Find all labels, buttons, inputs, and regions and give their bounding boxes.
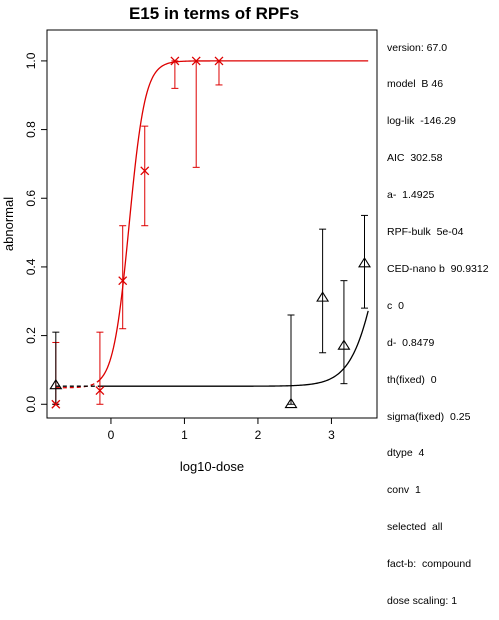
data-point-triangle bbox=[49, 378, 63, 390]
fitted-curves bbox=[55, 60, 369, 389]
data-point-x bbox=[170, 56, 180, 66]
data-point-triangle bbox=[358, 256, 371, 268]
fit-curve-extrapolated bbox=[55, 379, 100, 389]
x-marker-stroke bbox=[118, 276, 128, 286]
x-marker-stroke bbox=[170, 56, 180, 66]
info-log-lik: log-lik -146.29 bbox=[387, 115, 456, 128]
y-tick-label: 0.2 bbox=[24, 327, 38, 344]
x-marker-stroke bbox=[214, 56, 224, 66]
chart-title: E15 in terms of RPFs bbox=[129, 4, 299, 23]
data-point-x bbox=[191, 56, 201, 66]
y-tick-label: 0.8 bbox=[24, 121, 38, 138]
data-point-x bbox=[214, 56, 224, 66]
x-marker-stroke bbox=[191, 56, 201, 66]
fit-curve bbox=[97, 310, 369, 387]
info-dtype: dtype 4 bbox=[387, 447, 425, 460]
y-tick-label: 0.6 bbox=[24, 190, 38, 207]
x-marker-stroke bbox=[140, 166, 150, 176]
info-dose-scaling: dose scaling: 1 bbox=[387, 594, 458, 607]
model-info-panel: version: 67.0 model B 46 log-lik -146.29… bbox=[387, 17, 499, 620]
info-aic: AIC 302.58 bbox=[387, 152, 443, 165]
y-axis-label: abnormal bbox=[1, 197, 16, 251]
data-point-triangle bbox=[316, 291, 330, 302]
x-tick-label: 3 bbox=[328, 428, 335, 442]
info-ced-nano: CED-nano b 90.9312 bbox=[387, 262, 489, 275]
y-axis: 0.0 0.2 0.4 0.6 0.8 1.0 bbox=[24, 52, 47, 413]
data-point-x bbox=[118, 276, 128, 286]
x-axis: 0 1 2 3 bbox=[108, 418, 335, 442]
info-d: d- 0.8479 bbox=[387, 336, 435, 349]
x-tick-label: 2 bbox=[255, 428, 262, 442]
x-axis-label: log10-dose bbox=[180, 459, 244, 474]
info-a: a- 1.4925 bbox=[387, 189, 435, 202]
x-marker-stroke bbox=[95, 386, 105, 395]
y-tick-label: 0.4 bbox=[24, 258, 38, 275]
y-tick-label: 1.0 bbox=[24, 52, 38, 69]
plot-frame bbox=[46, 29, 378, 419]
data-point-x bbox=[51, 399, 61, 409]
fit-curve bbox=[97, 60, 369, 382]
x-marker-stroke bbox=[51, 399, 61, 409]
info-fact-b: fact-b: compound bbox=[387, 558, 472, 571]
info-c: c 0 bbox=[387, 299, 404, 312]
x-tick-label: 1 bbox=[181, 428, 188, 442]
data-point-x bbox=[95, 386, 105, 395]
info-th: th(fixed) 0 bbox=[387, 373, 437, 386]
y-tick-label: 0.0 bbox=[24, 396, 38, 413]
info-model: model B 46 bbox=[387, 78, 444, 91]
data-point-triangle bbox=[284, 397, 298, 409]
info-rpf-bulk: RPF-bulk 5e-04 bbox=[387, 226, 464, 239]
data-point-x bbox=[140, 166, 150, 176]
data-point-triangle bbox=[337, 339, 351, 350]
info-conv: conv 1 bbox=[387, 484, 421, 497]
data-markers bbox=[49, 56, 371, 409]
info-version: version: 67.0 bbox=[387, 41, 448, 54]
x-tick-label: 0 bbox=[108, 428, 115, 442]
info-selected: selected all bbox=[387, 521, 443, 534]
info-sigma: sigma(fixed) 0.25 bbox=[387, 410, 471, 423]
error-bars bbox=[52, 60, 369, 405]
